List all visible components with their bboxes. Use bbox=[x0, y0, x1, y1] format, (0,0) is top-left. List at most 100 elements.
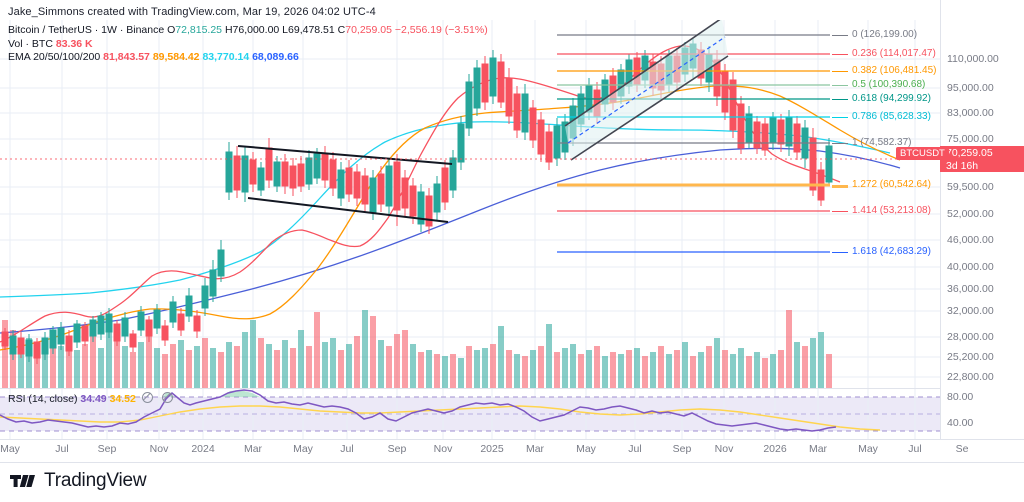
time-tick-12: May bbox=[576, 443, 596, 455]
legend-low-label: L bbox=[282, 24, 289, 36]
fib-label-1: 1 (74,582.37) bbox=[852, 137, 912, 148]
no-data-circle-icon-1 bbox=[141, 392, 153, 403]
legend-ema-label[interactable]: EMA 20/50/100/200 bbox=[8, 51, 101, 63]
time-tick-13: Jul bbox=[628, 443, 642, 455]
tradingview-logo-mark bbox=[10, 475, 35, 487]
ema-100-line bbox=[0, 121, 891, 298]
grid-horizontal bbox=[0, 58, 940, 378]
time-axis[interactable]: May Jul Sep Nov 2024 Mar May Jul Sep Nov… bbox=[0, 440, 1024, 462]
time-tick-8: Sep bbox=[387, 443, 407, 455]
attribution-text: Jake_Simmons created with TradingView.co… bbox=[8, 6, 376, 18]
main-chart-svg bbox=[0, 20, 940, 388]
pane-divider bbox=[0, 388, 940, 389]
legend-volume-value: 83.36 K bbox=[55, 37, 93, 50]
time-tick-9: Nov bbox=[433, 443, 453, 455]
ascending-channel-drawing bbox=[564, 20, 729, 161]
rsi-legend-value: 34.49 bbox=[80, 393, 107, 405]
tradingview-logo-text: TradingView bbox=[44, 470, 147, 491]
tradingview-logo: TradingView bbox=[10, 470, 147, 492]
price-tick-110000: 110,000.00 bbox=[947, 53, 999, 65]
price-tick-52000: 52,000.00 bbox=[947, 208, 994, 220]
price-tick-83000: 83,000.00 bbox=[947, 107, 994, 119]
rsi-pane[interactable] bbox=[0, 389, 940, 439]
price-tick-36000: 36,000.00 bbox=[947, 283, 994, 295]
fib-dash-1414 bbox=[832, 210, 848, 212]
time-tick-10: 2025 bbox=[480, 443, 504, 455]
descending-channel-drawing bbox=[237, 145, 453, 223]
fib-label-618: 0.618 (94,299.92) bbox=[852, 93, 931, 104]
price-tick-59500: 59,500.00 bbox=[947, 181, 994, 193]
time-axis-bottom-border bbox=[0, 462, 1024, 463]
rsi-tick-80: 80.00 bbox=[947, 391, 974, 403]
time-tick-16: 2026 bbox=[763, 443, 787, 455]
price-tick-32000: 32,000.00 bbox=[947, 305, 994, 317]
price-axis[interactable]: USDT 110,000.00 95,000.00 83,000.00 75,0… bbox=[940, 0, 1024, 439]
fib-dash-1 bbox=[832, 142, 848, 144]
time-tick-14: Sep bbox=[672, 443, 692, 455]
time-tick-6: May bbox=[293, 443, 313, 455]
legend-volume-label[interactable]: Vol · BTC bbox=[8, 37, 53, 50]
rsi-line bbox=[0, 389, 837, 432]
fib-label-0: 0 (126,199.00) bbox=[852, 29, 918, 40]
time-axis-divider bbox=[0, 439, 1024, 440]
legend-change-value: −2,556.19 (−3.51%) bbox=[394, 24, 488, 36]
legend-symbol[interactable]: Bitcoin / TetherUS · 1W · Binance bbox=[8, 24, 165, 36]
fib-dash-382 bbox=[832, 70, 848, 72]
main-chart-pane[interactable] bbox=[0, 20, 940, 388]
fib-label-1272: 1.272 (60,542.64) bbox=[852, 179, 931, 190]
legend-high-value: 76,000.00 bbox=[232, 24, 280, 36]
time-tick-7: Jul bbox=[340, 443, 354, 455]
price-tick-22800: 22,800.00 bbox=[947, 371, 994, 383]
legend-ohlc-row: Bitcoin / TetherUS · 1W · Binance O72,81… bbox=[8, 24, 488, 38]
fib-label-786: 0.786 (85,628.33) bbox=[852, 111, 931, 122]
price-tick-25200: 25,200.00 bbox=[947, 351, 994, 363]
time-tick-18: May bbox=[858, 443, 878, 455]
price-tick-28000: 28,000.00 bbox=[947, 331, 994, 343]
rsi-ma-line bbox=[0, 405, 881, 431]
current-price-value: 70,259.05 bbox=[946, 147, 993, 159]
legend-low-value: 69,478.51 bbox=[288, 24, 335, 36]
time-tick-0: May bbox=[0, 443, 20, 455]
current-price-symbol-tag: BTCUSDT bbox=[896, 147, 949, 160]
fib-dash-0 bbox=[832, 34, 848, 36]
fib-label-1618: 1.618 (42,683.29) bbox=[852, 246, 931, 257]
time-tick-11: Mar bbox=[525, 443, 545, 455]
rsi-legend-title[interactable]: RSI (14, close) bbox=[8, 393, 78, 405]
fib-dash-1618 bbox=[832, 251, 848, 253]
legend-volume-row: Vol · BTC 83.36 K bbox=[8, 38, 488, 52]
fib-label-1414: 1.414 (53,213.08) bbox=[852, 205, 931, 216]
time-tick-4: 2024 bbox=[191, 443, 215, 455]
no-data-circle-icon-2 bbox=[161, 392, 173, 403]
time-tick-19: Jul bbox=[908, 443, 922, 455]
price-tick-40000: 40,000.00 bbox=[947, 261, 994, 273]
legend-close-value: 70,259.05 bbox=[345, 24, 392, 36]
legend-ema50-value: 89,584.42 bbox=[152, 51, 200, 63]
time-tick-1: Jul bbox=[55, 443, 69, 455]
fib-label-50: 0.5 (100,390.68) bbox=[852, 79, 926, 90]
price-tick-75000: 75,000.00 bbox=[947, 133, 994, 145]
legend-open-value: 72,815.25 bbox=[175, 24, 223, 36]
fib-label-236: 0.236 (114,017.47) bbox=[852, 48, 936, 59]
rsi-legend: RSI (14, close) 34.49 34.52 bbox=[8, 392, 176, 405]
fib-dash-786 bbox=[832, 116, 848, 118]
fib-dash-618 bbox=[832, 98, 848, 100]
time-tick-2: Sep bbox=[97, 443, 117, 455]
current-price-tag: 70,259.05 3d 16h bbox=[940, 146, 1024, 172]
legend-ema20-value: 81,843.57 bbox=[103, 51, 150, 63]
legend-high-label: H bbox=[224, 24, 233, 36]
legend-ema100-value: 83,770.14 bbox=[202, 51, 250, 63]
rsi-svg bbox=[0, 389, 940, 439]
time-tick-15: Nov bbox=[714, 443, 734, 455]
fib-dash-236 bbox=[832, 53, 848, 55]
rsi-legend-ma-value: 34.52 bbox=[109, 393, 136, 405]
legend-ema200-value: 68,089.66 bbox=[252, 51, 299, 63]
time-tick-17: Mar bbox=[808, 443, 828, 455]
fib-dash-50 bbox=[832, 84, 848, 86]
time-tick-20: Se bbox=[955, 443, 969, 455]
chart-legend: Bitcoin / TetherUS · 1W · Binance O72,81… bbox=[8, 24, 488, 65]
time-tick-5: Mar bbox=[243, 443, 263, 455]
fib-dash-1272 bbox=[832, 184, 848, 188]
price-tick-46000: 46,000.00 bbox=[947, 234, 994, 246]
legend-ema-row: EMA 20/50/100/200 81,843.57 89,584.42 83… bbox=[8, 51, 488, 65]
